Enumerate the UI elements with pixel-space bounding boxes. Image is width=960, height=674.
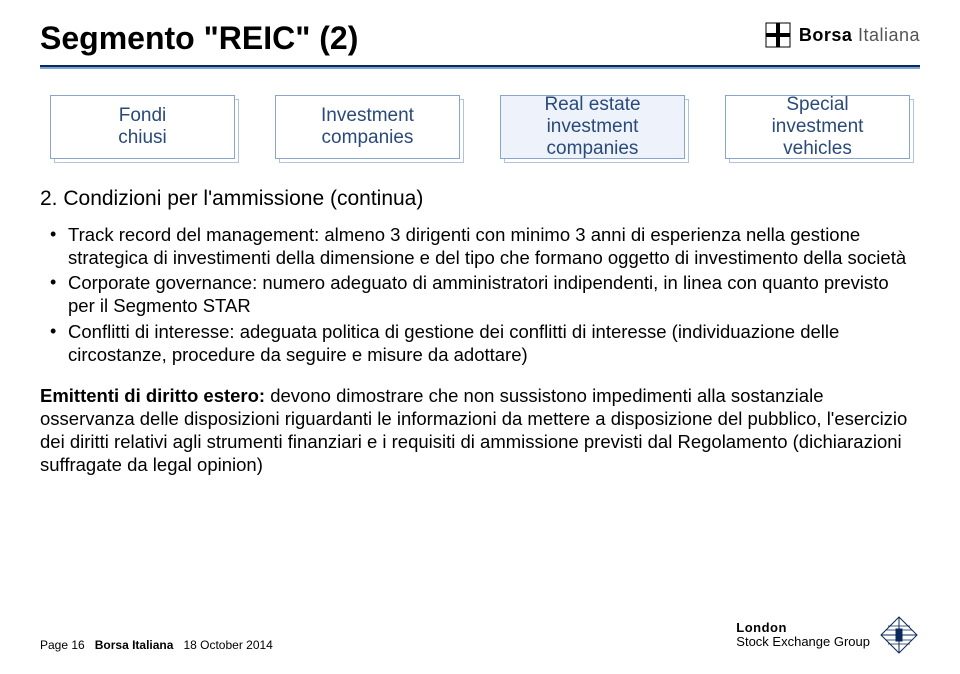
slide-header: Segmento "REIC" (2) Borsa Italiana xyxy=(40,20,920,57)
bullet-list: Track record del management: almeno 3 di… xyxy=(46,223,920,366)
lseg-icon xyxy=(878,614,920,656)
title-rule xyxy=(40,65,920,69)
lseg-line2: Stock Exchange Group xyxy=(736,635,870,649)
box-label: Specialinvestmentvehicles xyxy=(772,94,864,160)
footer-org: Borsa Italiana xyxy=(95,638,174,652)
lseg-text: London Stock Exchange Group xyxy=(736,621,870,648)
footer-date: 18 October 2014 xyxy=(183,638,272,652)
bullet-item: Conflitti di interesse: adeguata politic… xyxy=(46,320,920,366)
box-investment-companies: Investmentcompanies xyxy=(275,95,460,159)
box-label: Fondichiusi xyxy=(118,105,167,149)
box-real-estate-investment-companies: Real estateinvestmentcompanies xyxy=(500,95,685,159)
slide-title: Segmento "REIC" (2) xyxy=(40,20,358,57)
brand-icon xyxy=(765,22,791,48)
brand-name-light: Italiana xyxy=(852,25,920,45)
box-label: Investmentcompanies xyxy=(321,105,414,149)
slide: Segmento "REIC" (2) Borsa Italiana Fondi… xyxy=(0,0,960,674)
footer-page: Page 16 xyxy=(40,638,85,652)
lseg-logo: London Stock Exchange Group xyxy=(736,614,920,656)
footer: Page 16 Borsa Italiana 18 October 2014 xyxy=(40,638,273,652)
section-heading: 2. Condizioni per l'ammissione (continua… xyxy=(40,187,920,211)
brand-name-bold: Borsa xyxy=(799,25,853,45)
note-paragraph: Emittenti di diritto estero: devono dimo… xyxy=(40,384,920,477)
box-special-investment-vehicles: Specialinvestmentvehicles xyxy=(725,95,910,159)
brand-name: Borsa Italiana xyxy=(799,25,920,46)
note-lead: Emittenti di diritto estero: xyxy=(40,385,265,406)
box-label: Real estateinvestmentcompanies xyxy=(544,94,640,160)
category-boxes: Fondichiusi Investmentcompanies Real est… xyxy=(50,95,910,159)
bullet-item: Track record del management: almeno 3 di… xyxy=(46,223,920,269)
box-fondi-chiusi: Fondichiusi xyxy=(50,95,235,159)
lseg-line1: London xyxy=(736,621,870,635)
bullet-item: Corporate governance: numero adeguato di… xyxy=(46,271,920,317)
brand-logo: Borsa Italiana xyxy=(765,22,920,48)
